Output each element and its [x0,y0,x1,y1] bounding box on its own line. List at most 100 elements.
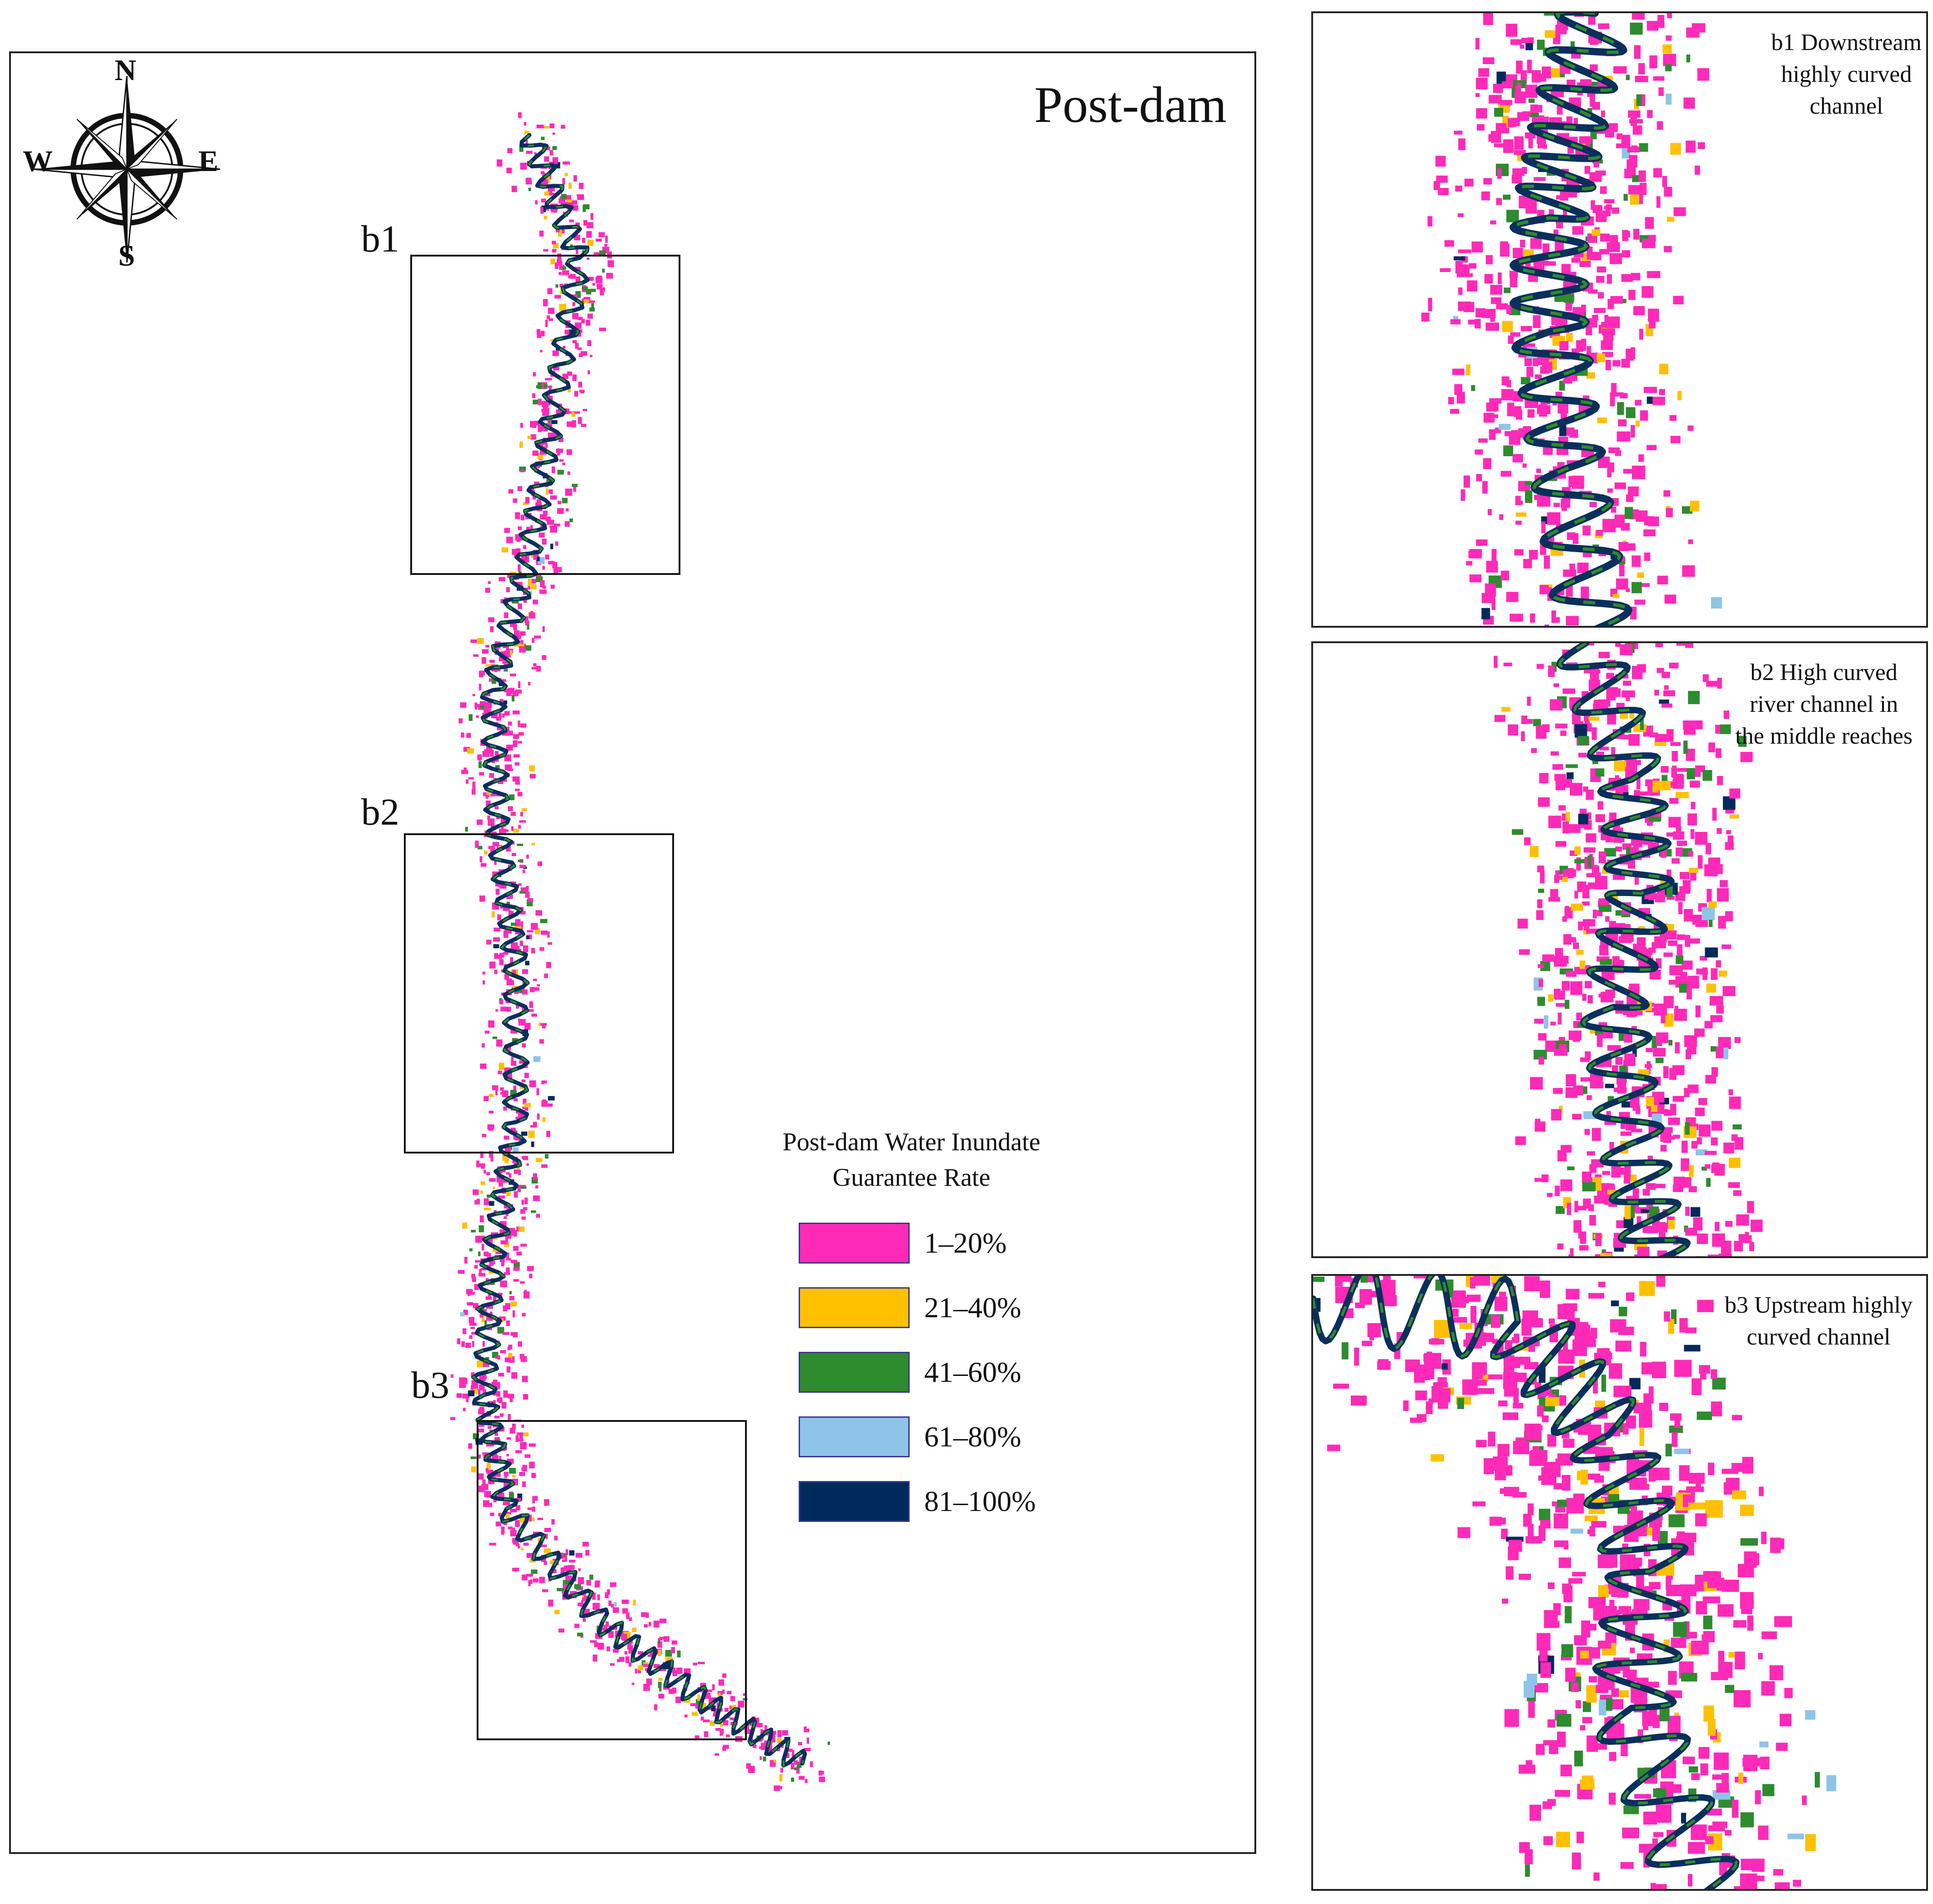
inundation-patch [1590,64,1598,71]
inundation-patch [1505,24,1518,37]
inundation-patch [1674,1008,1687,1021]
inundation-patch [1732,1490,1747,1499]
inundation-patch [1643,529,1656,537]
inundation-patch [1494,108,1504,117]
inundation-patch [1578,1232,1584,1239]
inundation-patch [1484,274,1493,284]
inundation-patch [1659,1403,1668,1411]
inundation-patch [1668,1136,1675,1140]
inundation-patch [1629,712,1634,719]
inundation-patch [1601,970,1615,980]
inundation-patch [508,1526,513,1530]
inundation-patch [1668,1219,1675,1229]
inundation-patch [540,179,545,185]
inundation-patch [1573,1220,1581,1233]
inundation-patch [498,577,506,581]
inundation-patch [513,740,518,747]
inundation-patch [510,1508,517,1512]
inundation-patch [1601,700,1611,707]
inundation-patch [599,327,606,332]
inundation-patch [1475,1380,1487,1386]
inundation-patch [1425,1401,1433,1414]
inundation-patch [493,1186,495,1189]
inundation-patch [500,1240,508,1244]
inundation-patch [1666,508,1673,518]
inundation-patch [1623,1010,1632,1016]
inundation-patch [1491,599,1495,610]
inundation-patch [1616,143,1628,148]
inundation-patch [722,1689,725,1694]
inundation-patch [1490,415,1495,422]
inundation-patch [1573,1085,1583,1096]
inundation-patch [1598,1585,1609,1598]
inundation-patch [558,567,562,572]
inundation-patch [483,792,490,796]
inundation-patch [1626,1669,1637,1682]
inundation-patch [1474,1276,1490,1286]
inundation-patch [523,870,525,873]
inundation-patch [521,1019,526,1023]
inundation-patch [1507,403,1515,417]
inundation-patch [502,1179,509,1183]
inundation-patch [539,1039,544,1044]
inundation-patch [1505,1355,1515,1373]
inundation-patch [1708,1462,1715,1476]
inundation-patch [476,1160,479,1168]
inundation-patch [1452,368,1465,375]
inundation-patch [508,1414,511,1421]
inundation-patch [549,386,552,391]
inundation-patch [1547,1434,1556,1447]
inundation-patch [1653,1832,1664,1837]
inundation-patch [1505,1340,1512,1350]
inundation-patch [519,441,523,448]
inundation-patch [788,1748,793,1752]
inundation-patch [1535,1118,1540,1124]
inundation-patch [760,1756,762,1760]
inundation-patch [483,1169,486,1174]
inundation-patch [1761,1681,1775,1696]
inundation-patch [1476,539,1488,546]
inundation-patch [1604,315,1609,327]
inundation-patch [1514,136,1524,150]
inundation-patch [806,1737,809,1744]
inundation-patch [526,527,530,530]
inundation-patch [1723,796,1736,810]
inset-box-b1[interactable] [410,255,680,575]
inundation-patch [1563,570,1572,575]
legend-swatch [799,1352,910,1393]
inundation-patch [486,1316,493,1321]
inundation-patch [485,702,492,709]
inundation-patch [1671,1432,1678,1447]
inundation-patch [1701,1634,1712,1641]
inundation-patch [500,679,507,682]
inundation-patch [518,741,522,744]
inundation-patch [1493,84,1503,93]
inundation-patch [503,1448,506,1451]
inundation-patch [489,773,494,778]
inundation-patch [484,1494,490,1497]
inundation-patch [599,289,604,296]
inundation-patch [1611,747,1616,758]
inundation-patch [582,1541,589,1547]
inundation-patch [1691,1773,1700,1780]
inundation-patch [1428,297,1432,312]
inundation-patch [693,1662,698,1666]
inundation-patch [1498,1400,1508,1406]
inundation-patch [1538,797,1550,807]
inundation-patch [548,1096,555,1101]
inset-box-b2[interactable] [404,833,674,1153]
inset-box-b3[interactable] [477,1420,747,1740]
inundation-patch [649,1651,655,1655]
inundation-patch [499,828,506,834]
inundation-patch [508,768,513,771]
legend-swatch [799,1223,910,1264]
inundation-patch [1672,779,1684,789]
inundation-patch [745,1729,751,1734]
inundation-patch [472,789,476,795]
inundation-patch [577,348,582,350]
inundation-patch [1548,816,1561,828]
inundation-patch [1623,468,1633,474]
inundation-patch [1516,60,1523,74]
inundation-patch [461,732,464,738]
inundation-patch [1716,960,1722,968]
